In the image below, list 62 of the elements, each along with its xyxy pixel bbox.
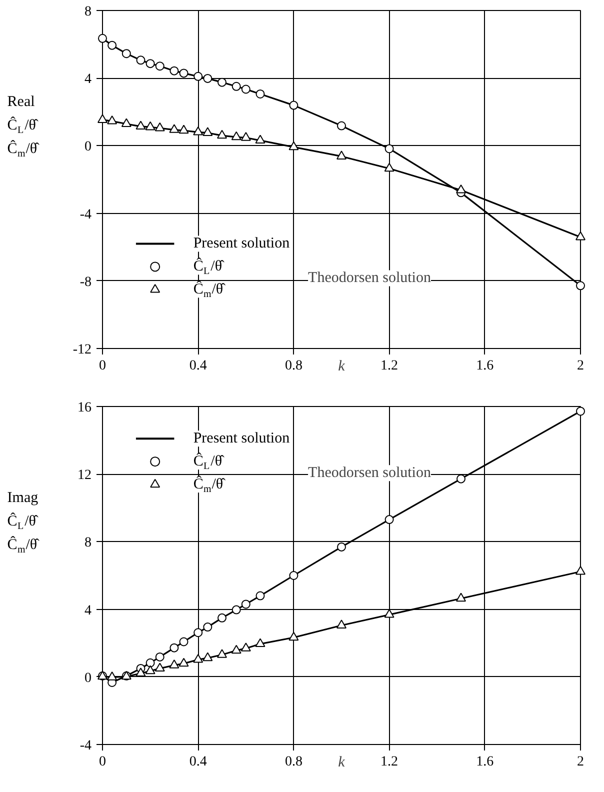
- point: [170, 643, 179, 652]
- point: [169, 660, 180, 668]
- y-tick-label: 0: [84, 670, 92, 686]
- x-axis-title: k: [338, 358, 346, 374]
- point: [576, 406, 585, 416]
- point: [145, 665, 156, 674]
- x-tick-label: 2: [577, 358, 584, 374]
- point: [384, 515, 394, 524]
- point: [193, 654, 204, 663]
- x-tick-label: 0.8: [284, 754, 302, 770]
- y-tick-label: -4: [80, 738, 92, 754]
- point: [255, 638, 266, 648]
- x-axis-title: k: [338, 754, 346, 770]
- point: [218, 613, 226, 622]
- point: [288, 632, 299, 641]
- y-tick-label: 8: [84, 536, 92, 551]
- point: [576, 566, 586, 575]
- annotation: Theodorsen solution: [308, 270, 432, 286]
- x-tick-label: 1.2: [380, 358, 398, 374]
- y-tick-label: 4: [84, 603, 92, 618]
- y-tick-label: -4: [80, 207, 92, 222]
- point: [240, 642, 251, 652]
- x-tick-label: 0.4: [189, 754, 207, 770]
- y-tick-label: 4: [84, 72, 92, 88]
- point: [241, 600, 250, 609]
- point: [202, 652, 213, 662]
- point: [337, 542, 346, 552]
- x-tick-label: 1.6: [476, 358, 494, 374]
- x-tick-label: 0: [99, 754, 106, 770]
- y-tick-label: -12: [72, 342, 92, 358]
- y-tick-label: 0: [84, 140, 92, 155]
- point: [179, 637, 188, 646]
- x-tick-label: 0: [99, 358, 106, 374]
- point: [217, 649, 227, 658]
- x-tick-label: 1.6: [476, 754, 494, 770]
- point: [336, 620, 346, 628]
- legend-label: Present solution: [193, 236, 290, 252]
- legend-label: Present solution: [193, 430, 290, 447]
- point: [231, 644, 242, 654]
- x-tick-label: 0.8: [284, 358, 302, 374]
- point: [107, 672, 118, 680]
- y-tick-label: 12: [78, 468, 92, 484]
- point: [232, 605, 241, 614]
- point: [384, 609, 394, 618]
- x-tick-label: 1.2: [380, 754, 398, 770]
- y-tick-label: -8: [80, 274, 92, 290]
- point: [289, 571, 298, 580]
- point: [203, 622, 212, 632]
- point: [194, 628, 203, 638]
- point: [178, 658, 189, 667]
- y-tick-label: 8: [84, 4, 92, 20]
- x-tick-label: 0.4: [189, 358, 207, 374]
- point: [154, 662, 165, 672]
- point: [456, 592, 466, 602]
- point: [146, 658, 155, 668]
- point: [136, 668, 146, 676]
- x-tick-label: 2: [577, 754, 584, 770]
- point: [256, 591, 265, 600]
- point: [456, 474, 466, 484]
- annotation: Theodorsen solution: [308, 465, 432, 482]
- y-tick-label: 16: [78, 400, 92, 416]
- point: [155, 652, 164, 662]
